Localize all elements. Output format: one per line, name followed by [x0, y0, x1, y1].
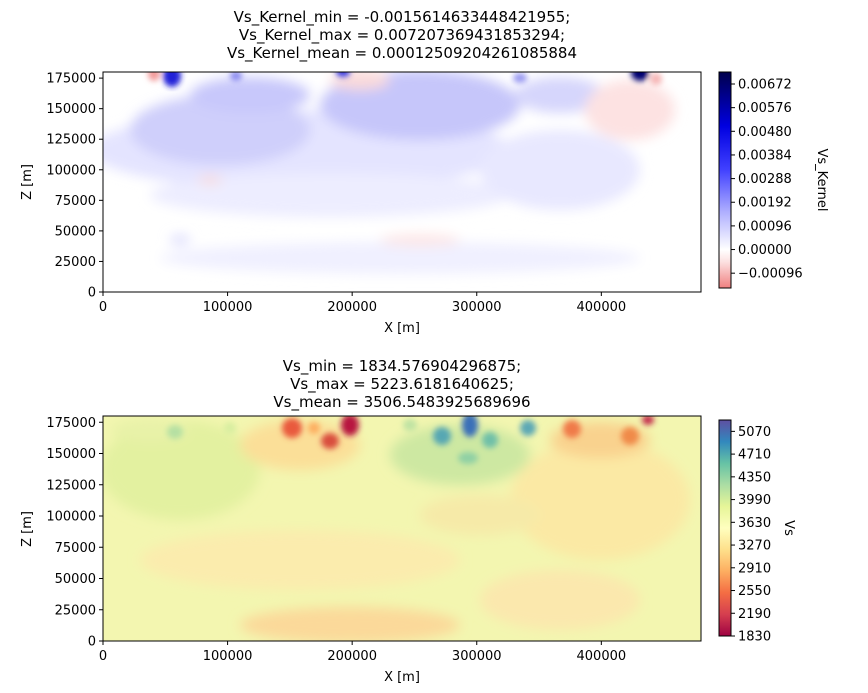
- vs-colorbar-tick-label: 3990: [738, 493, 771, 508]
- kernel-colorbar-tick-label: 0.00384: [738, 148, 792, 163]
- kernel-y-ticks: 0 25000 50000 75000 100000 125000 150000 175000: [46, 72, 103, 301]
- vs-heatmap-field: [103, 416, 701, 641]
- vs-colorbar-tick-label: 2910: [738, 561, 771, 576]
- vs-colorbar-label: Vs: [781, 520, 796, 536]
- vs-colorbar-tick-label: 4350: [738, 470, 771, 485]
- kernel-y-tick-label: 0: [88, 286, 96, 301]
- vs-colorbar: 1830 2190 2550 2910 3270 3630 3990 4350 4710 5070…: [718, 419, 796, 645]
- vs-y-axis-label: Z [m]: [20, 511, 35, 547]
- kernel-x-ticks: 0 100000 200000 300000 400000: [99, 292, 626, 315]
- vs-x-tick-label: 100000: [203, 649, 253, 664]
- vs-colorbar-tick-label: 2190: [738, 607, 771, 622]
- kernel-colorbar-tick-label: 0.00000: [738, 243, 792, 258]
- kernel-y-tick-label: 25000: [55, 255, 96, 270]
- kernel-y-tick-label: 50000: [55, 224, 96, 239]
- vs-y-tick-label: 100000: [46, 510, 96, 525]
- vs-title-line-2: Vs_max = 5223.6181640625;: [290, 375, 514, 394]
- kernel-title: Vs_Kernel_min = -0.0015614633448421955; …: [227, 8, 577, 63]
- kernel-colorbar-tick-label: 0.00192: [738, 196, 792, 211]
- vs-x-tick-label: 200000: [327, 649, 377, 664]
- kernel-x-tick-label: 200000: [327, 300, 377, 315]
- kernel-y-tick-label: 100000: [46, 163, 96, 178]
- kernel-colorbar-tick-label: 0.00288: [738, 172, 792, 187]
- vs-title-line-1: Vs_min = 1834.576904296875;: [283, 357, 521, 376]
- vs-y-tick-label: 125000: [46, 478, 96, 493]
- kernel-title-line-3: Vs_Kernel_mean = 0.00012509204261085884: [227, 44, 577, 63]
- kernel-y-tick-label: 125000: [46, 133, 96, 148]
- vs-y-tick-label: 0: [88, 635, 96, 650]
- vs-y-tick-label: 50000: [55, 572, 96, 587]
- kernel-title-line-1: Vs_Kernel_min = -0.0015614633448421955;: [234, 8, 571, 27]
- vs-y-ticks: 0 25000 50000 75000 100000 125000 150000 175000: [46, 416, 103, 650]
- kernel-colorbar-tick-label: 0.00672: [738, 78, 792, 93]
- kernel-chart: Vs_Kernel_min = -0.0015614633448421955; …: [20, 8, 829, 336]
- vs-title: Vs_min = 1834.576904296875; Vs_max = 522…: [273, 357, 530, 412]
- kernel-x-tick-label: 100000: [203, 300, 253, 315]
- kernel-title-line-2: Vs_Kernel_max = 0.007207369431853294;: [239, 26, 565, 45]
- vs-y-tick-label: 75000: [55, 541, 96, 556]
- kernel-x-tick-label: 400000: [577, 300, 627, 315]
- kernel-x-tick-label: 0: [99, 300, 107, 315]
- vs-colorbar-tick-label: 1830: [738, 630, 771, 645]
- vs-plot-frame: [102, 415, 702, 642]
- kernel-colorbar-label: Vs_Kernel: [814, 148, 829, 211]
- vs-chart: Vs_min = 1834.576904296875; Vs_max = 522…: [20, 357, 796, 685]
- vs-x-ticks: 0 100000 200000 300000 400000: [99, 641, 626, 664]
- kernel-x-axis-label: X [m]: [384, 321, 420, 336]
- kernel-x-tick-label: 300000: [452, 300, 502, 315]
- vs-title-line-3: Vs_mean = 3506.5483925689696: [273, 393, 530, 412]
- kernel-plot-frame: [102, 71, 702, 293]
- vs-colorbar-tick-label: 3270: [738, 539, 771, 554]
- kernel-y-tick-label: 175000: [46, 72, 96, 87]
- vs-x-tick-label: 400000: [577, 649, 627, 664]
- vs-y-tick-label: 25000: [55, 603, 96, 618]
- kernel-y-tick-label: 75000: [55, 194, 96, 209]
- kernel-y-axis-label: Z [m]: [20, 164, 35, 200]
- vs-colorbar-tick-label: 2550: [738, 584, 771, 599]
- vs-colorbar-tick-label: 3630: [738, 516, 771, 531]
- vs-y-tick-label: 175000: [46, 416, 96, 431]
- vs-x-tick-label: 0: [99, 649, 107, 664]
- kernel-colorbar-tick-label: 0.00480: [738, 125, 792, 140]
- vs-x-tick-label: 300000: [452, 649, 502, 664]
- kernel-y-tick-label: 150000: [46, 102, 96, 117]
- vs-colorbar-tick-label: 5070: [738, 425, 771, 440]
- kernel-heatmap-field: [103, 72, 701, 292]
- vs-colorbar-ticks: 1830 2190 2550 2910 3270 3630 3990 4350 4710 5070: [731, 425, 771, 645]
- kernel-colorbar-tick-label: 0.00576: [738, 101, 792, 116]
- vs-colorbar-fill: [718, 419, 732, 637]
- kernel-colorbar-tick-label: 0.00096: [738, 219, 792, 234]
- vs-y-tick-label: 150000: [46, 447, 96, 462]
- kernel-colorbar: −0.00096 0.00000 0.00096 0.00192 0.00288 0.00…: [718, 71, 829, 289]
- kernel-colorbar-fill: [718, 71, 732, 289]
- kernel-colorbar-tick-label: −0.00096: [738, 267, 803, 282]
- kernel-colorbar-ticks: −0.00096 0.00000 0.00096 0.00192 0.00288 0.00…: [731, 78, 803, 282]
- vs-x-axis-label: X [m]: [384, 670, 420, 685]
- vs-colorbar-tick-label: 4710: [738, 448, 771, 463]
